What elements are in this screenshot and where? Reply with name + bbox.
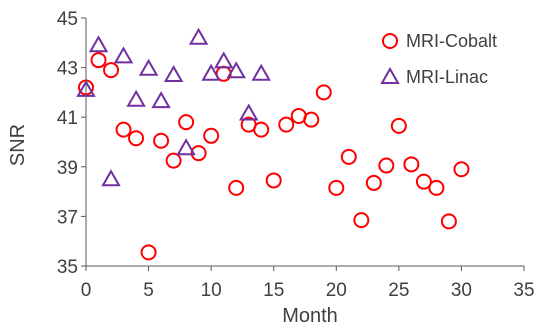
- x-tick-label: 10: [201, 280, 222, 301]
- linac-point: [251, 63, 271, 81]
- linac-point: [101, 169, 121, 187]
- cobalt-point: [153, 132, 170, 149]
- cobalt-point: [228, 179, 245, 196]
- axes: 35 37 39 41 43 45 0 5 10 15 20 25 30 35: [57, 9, 535, 301]
- legend-label-mri-cobalt: MRI-Cobalt: [406, 31, 497, 51]
- cobalt-point: [353, 212, 370, 229]
- linac-point: [188, 27, 209, 45]
- cobalt-point: [415, 173, 432, 190]
- cobalt-point: [140, 244, 157, 261]
- legend-marker-mri-linac: [380, 66, 400, 84]
- cobalt-point: [378, 157, 395, 174]
- linac-point: [126, 89, 146, 107]
- cobalt-point: [365, 174, 382, 191]
- cobalt-point: [303, 111, 320, 128]
- cobalt-point: [115, 121, 132, 138]
- linac-point: [201, 63, 221, 81]
- y-tick-label: 39: [57, 158, 78, 179]
- cobalt-point: [190, 145, 207, 162]
- x-tick-label: 20: [326, 280, 347, 301]
- y-axis-title: SNR: [7, 124, 29, 166]
- linac-point: [226, 61, 246, 79]
- cobalt-point: [103, 62, 120, 79]
- x-axis-title: Month: [282, 305, 338, 327]
- linac-point: [213, 51, 234, 69]
- plot-area: [76, 27, 470, 261]
- linac-point: [163, 64, 184, 82]
- cobalt-point: [253, 121, 270, 138]
- y-tick-label: 41: [57, 108, 78, 129]
- cobalt-point: [390, 117, 407, 134]
- series-mri-cobalt: [78, 52, 470, 261]
- y-tick-label: 43: [57, 59, 78, 80]
- cobalt-point: [165, 152, 182, 169]
- cobalt-point: [428, 179, 445, 196]
- linac-point: [151, 91, 171, 109]
- linac-point: [138, 58, 159, 76]
- series-mri-linac: [76, 27, 271, 187]
- legend: MRI-Cobalt MRI-Linac: [380, 31, 497, 87]
- cobalt-point: [403, 156, 420, 173]
- y-tick-label: 37: [57, 207, 78, 228]
- x-tick-label: 0: [81, 280, 92, 301]
- linac-point: [88, 35, 109, 53]
- cobalt-point: [453, 161, 470, 178]
- legend-label-mri-linac: MRI-Linac: [406, 67, 488, 87]
- linac-point: [113, 46, 134, 64]
- x-tick-label: 35: [513, 280, 534, 301]
- x-tick-label: 15: [263, 280, 284, 301]
- linac-point: [176, 138, 196, 156]
- legend-marker-mri-cobalt: [382, 33, 398, 49]
- cobalt-point: [315, 84, 332, 101]
- cobalt-point: [328, 179, 345, 196]
- cobalt-point: [440, 213, 457, 230]
- x-tick-label: 30: [451, 280, 472, 301]
- linac-point: [238, 103, 259, 121]
- y-tick-label: 35: [57, 257, 78, 278]
- y-tick-label: 45: [57, 9, 78, 30]
- cobalt-point: [178, 114, 195, 131]
- cobalt-point: [90, 52, 107, 69]
- cobalt-point: [203, 127, 220, 144]
- cobalt-point: [265, 172, 282, 189]
- x-tick-label: 25: [388, 280, 409, 301]
- cobalt-point: [278, 116, 295, 133]
- cobalt-point: [128, 130, 145, 147]
- cobalt-point: [340, 148, 357, 165]
- x-tick-label: 5: [143, 280, 154, 301]
